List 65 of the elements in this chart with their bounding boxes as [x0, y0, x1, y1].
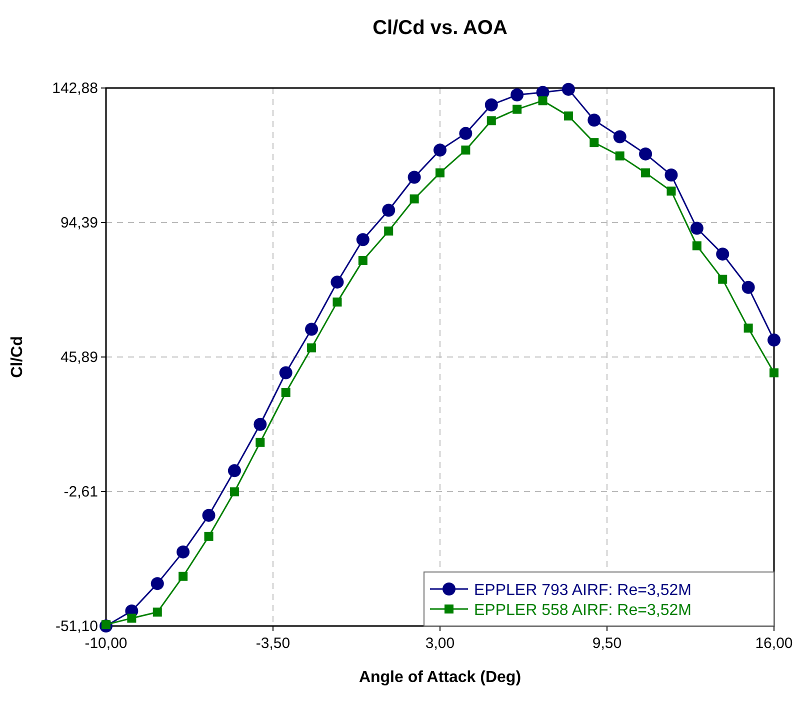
point: [408, 170, 421, 184]
point: [718, 274, 728, 284]
x-axis-title: Angle of Attack (Deg): [358, 669, 522, 686]
y-tick-label: 94,39: [60, 214, 98, 232]
point: [590, 138, 599, 148]
point: [305, 322, 318, 336]
point: [281, 388, 290, 397]
point: [562, 82, 575, 96]
point: [538, 96, 548, 106]
point: [330, 276, 344, 289]
y-tick-label: -2,61: [64, 484, 98, 501]
point: [434, 144, 446, 157]
y-axis-title: Cl/Cd: [9, 336, 26, 378]
point: [150, 577, 164, 590]
point: [436, 168, 444, 178]
point: [178, 572, 188, 581]
point: [512, 104, 522, 114]
point: [459, 126, 472, 140]
x-tick-label: -3,50: [256, 635, 290, 652]
point: [358, 256, 368, 265]
point: [716, 248, 730, 261]
point: [615, 151, 624, 160]
point: [176, 545, 190, 558]
point: [384, 226, 394, 236]
point: [461, 146, 470, 155]
point: [202, 508, 216, 522]
x-tick-label: 16,00: [755, 635, 793, 652]
point: [228, 464, 241, 478]
point: [664, 168, 678, 182]
point: [152, 608, 162, 617]
point: [770, 368, 778, 378]
point: [744, 324, 753, 333]
chart-title: Cl/Cd vs. AOA: [372, 17, 508, 39]
point: [588, 114, 601, 127]
point: [641, 168, 650, 178]
point: [307, 343, 316, 352]
point: [127, 614, 136, 623]
x-tick-label: 3,00: [425, 635, 455, 652]
y-tick-label: 45,89: [60, 349, 98, 366]
point: [410, 194, 419, 204]
point: [356, 233, 370, 246]
y-tick-label: -51,10: [55, 618, 98, 635]
point: [484, 98, 498, 112]
point: [510, 88, 524, 102]
point: [666, 186, 676, 196]
legend-label: EPPLER 793 AIRF: Re=3,52M: [474, 582, 692, 599]
point: [639, 147, 652, 160]
point: [279, 366, 292, 380]
legend-label: EPPLER 558 AIRF: Re=3,52M: [474, 602, 692, 619]
point: [332, 298, 342, 307]
x-tick-label: 9,50: [592, 635, 622, 652]
y-tick-label: 142,88: [52, 80, 98, 97]
x-tick-label: -10,00: [84, 635, 128, 652]
point: [382, 204, 396, 217]
point: [613, 130, 626, 144]
point: [254, 418, 267, 431]
point: [742, 280, 755, 294]
point: [564, 111, 573, 120]
point: [692, 241, 702, 250]
point: [690, 222, 704, 235]
point: [486, 116, 496, 126]
point: [768, 334, 780, 347]
point: [204, 532, 214, 541]
point: [230, 487, 239, 496]
point: [256, 438, 265, 447]
